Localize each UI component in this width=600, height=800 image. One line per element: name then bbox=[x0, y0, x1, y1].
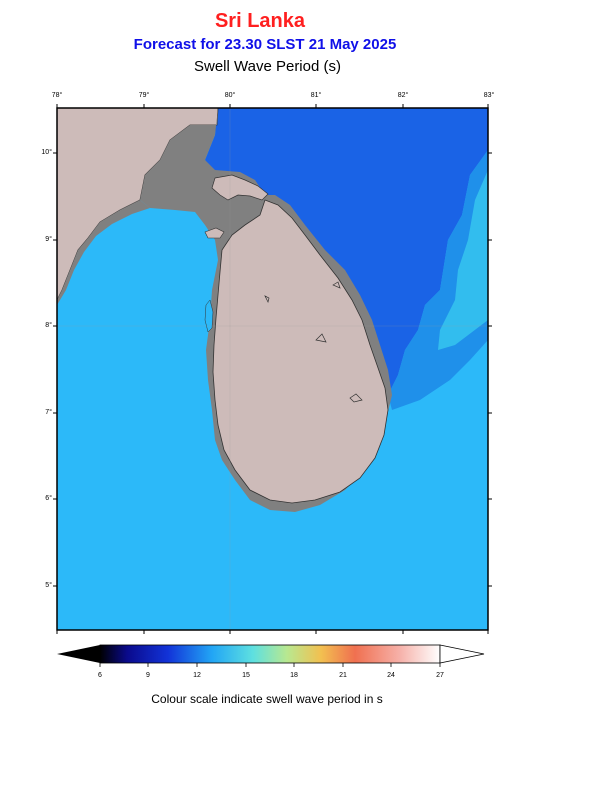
map-region-title: Sri Lanka bbox=[214, 10, 306, 32]
frame-ticks bbox=[53, 104, 492, 634]
colorbar-tick-9: 9 bbox=[146, 672, 150, 679]
lon-tick-80: 80° bbox=[224, 92, 236, 99]
lon-tick-82: 82° bbox=[397, 92, 409, 99]
colorbar-low-arrow bbox=[57, 645, 100, 663]
puttalam-lagoon bbox=[204, 299, 214, 333]
lake-2 bbox=[315, 333, 327, 343]
map-frame bbox=[56, 107, 489, 631]
colorbar-tick-24: 24 bbox=[387, 672, 395, 679]
lon-tick-78: 78° bbox=[51, 92, 63, 99]
lat-tick-8: 8° bbox=[45, 322, 52, 329]
colorbar-tick-27: 27 bbox=[436, 672, 444, 679]
lake-4 bbox=[332, 281, 341, 289]
mannar-island bbox=[204, 227, 225, 239]
northeast-swell-region bbox=[205, 108, 488, 405]
lake-3 bbox=[264, 295, 270, 304]
colorbar-tick-12: 12 bbox=[193, 672, 201, 679]
lake-1 bbox=[349, 393, 363, 403]
lat-tick-9: 9° bbox=[45, 236, 52, 243]
lat-tick-5: 5° bbox=[45, 582, 52, 589]
lat-tick-6: 6° bbox=[45, 495, 52, 502]
east-transition-band bbox=[388, 150, 488, 410]
india-coastal-shelf bbox=[57, 200, 150, 305]
lon-tick-79: 79° bbox=[138, 92, 150, 99]
colorbar-ticks bbox=[99, 663, 441, 667]
parameter-title: Swell Wave Period (s) bbox=[194, 58, 341, 75]
colorbar bbox=[99, 644, 441, 664]
palk-bay-shelf bbox=[140, 108, 265, 240]
colorbar-caption: Colour scale indicate swell wave period … bbox=[151, 692, 383, 706]
lat-tick-7: 7° bbox=[45, 409, 52, 416]
colorbar-tick-21: 21 bbox=[339, 672, 347, 679]
colorbar-tick-15: 15 bbox=[242, 672, 250, 679]
lon-tick-83: 83° bbox=[483, 92, 495, 99]
jaffna-peninsula bbox=[211, 174, 269, 201]
lat-tick-10: 10° bbox=[41, 149, 52, 156]
colorbar-tick-6: 6 bbox=[98, 672, 102, 679]
east-cyan-patch bbox=[438, 170, 488, 350]
sri-lanka-land bbox=[212, 199, 389, 504]
forecast-time-title: Forecast for 23.30 SLST 21 May 2025 bbox=[133, 36, 397, 53]
colorbar-tick-18: 18 bbox=[290, 672, 298, 679]
colorbar-high-arrow bbox=[439, 644, 485, 664]
lon-tick-81: 81° bbox=[310, 92, 322, 99]
